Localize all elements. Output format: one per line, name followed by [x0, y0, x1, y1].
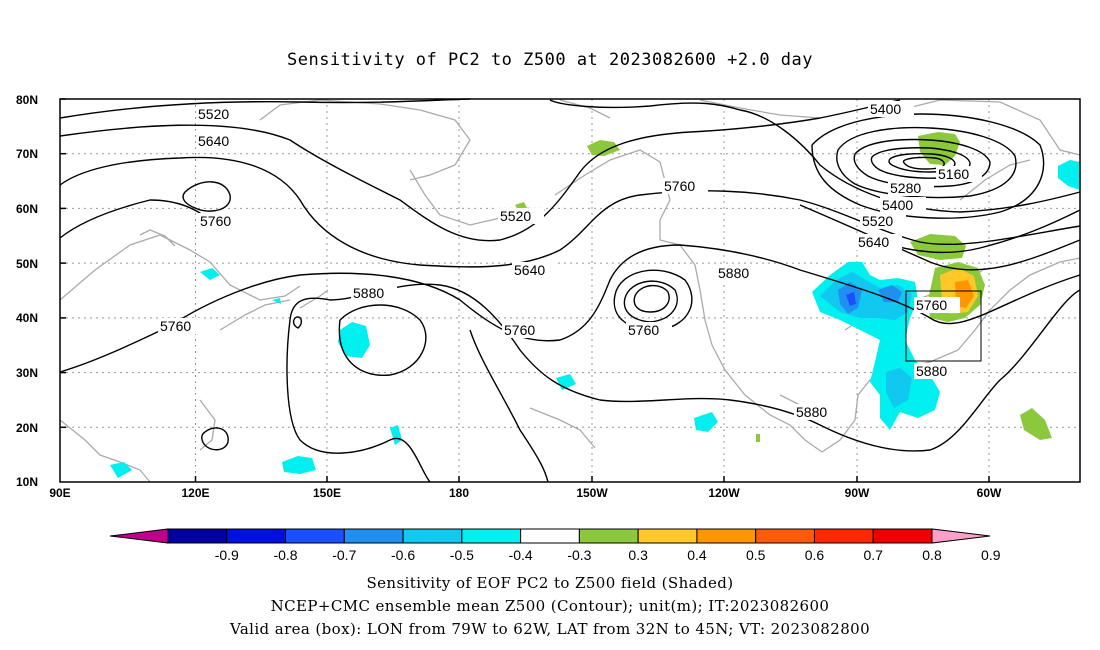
contour-label: 5520 — [500, 208, 531, 224]
colorbar-swatch — [343, 528, 404, 544]
contour-label: 5880 — [916, 363, 947, 379]
colorbar-swatch — [167, 528, 228, 544]
colorbar-swatch — [402, 528, 463, 544]
colorbar-swatch — [872, 528, 933, 544]
colorbar-label: 0.6 — [805, 547, 825, 563]
lon-label: 90E — [49, 486, 70, 500]
colorbar-swatch — [520, 528, 580, 544]
caption-line-3: Valid area (box): LON from 79W to 62W, L… — [229, 620, 871, 638]
colorbar-swatch — [461, 528, 522, 544]
contour-label: 5760 — [200, 213, 231, 229]
lat-label: 80N — [16, 93, 38, 107]
lon-label: 180 — [449, 486, 469, 500]
contour-label: 5640 — [514, 262, 545, 278]
latitude-labels: 80N 70N 60N 50N 40N 30N 20N 10N — [16, 93, 38, 489]
lon-label: 150E — [313, 486, 341, 500]
colorbar-label: 0.5 — [746, 547, 766, 563]
colorbar-swatch — [226, 528, 287, 544]
lat-label: 10N — [16, 475, 38, 489]
contour-label: 5640 — [858, 234, 889, 250]
lon-label: 150W — [576, 486, 608, 500]
lat-label: 40N — [16, 311, 38, 325]
lon-label: 60W — [977, 486, 1002, 500]
lat-label: 50N — [16, 257, 38, 271]
contour-label: 5760 — [916, 297, 947, 313]
contour-label: 5400 — [882, 197, 913, 213]
contour-label: 5880 — [796, 404, 827, 420]
contour-label: 5640 — [198, 133, 229, 149]
colorbar-label: 0.3 — [628, 547, 648, 563]
colorbar-label: -0.7 — [332, 547, 356, 563]
colorbar: -0.9 -0.8 -0.7 -0.6 -0.5 -0.4 -0.3 0.3 0.4 0.5 0.6… — [109, 528, 1001, 563]
contour-label: 5880 — [353, 285, 384, 301]
figure-title: Sensitivity of PC2 to Z500 at 2023082600… — [286, 50, 813, 70]
colorbar-swatch — [813, 528, 874, 544]
contour-label: 5280 — [890, 180, 921, 196]
axis-ticks — [60, 98, 990, 482]
lat-label: 60N — [16, 202, 38, 216]
graticule — [60, 99, 1080, 482]
colorbar-label: -0.3 — [567, 547, 591, 563]
lat-label: 70N — [16, 147, 38, 161]
lon-label: 90W — [845, 486, 870, 500]
contour-label: 5160 — [938, 166, 969, 182]
colorbar-label: -0.4 — [509, 547, 533, 563]
contour-label: 5760 — [504, 322, 535, 338]
colorbar-swatch — [285, 528, 345, 544]
contour-label: 5760 — [160, 318, 191, 334]
lon-label: 120W — [708, 486, 740, 500]
colorbar-swatch — [755, 528, 815, 544]
colorbar-label: -0.8 — [273, 547, 297, 563]
valid-area-box — [905, 290, 982, 362]
contour-label: 5520 — [862, 213, 893, 229]
lat-label: 30N — [16, 366, 38, 380]
lat-label: 20N — [16, 421, 38, 435]
colorbar-label: 0.4 — [687, 547, 707, 563]
colorbar-arrow-low — [109, 528, 169, 544]
map-frame — [59, 98, 1081, 483]
colorbar-label: 0.8 — [922, 547, 942, 563]
caption-line-2: NCEP+CMC ensemble mean Z500 (Contour); u… — [270, 597, 830, 615]
colorbar-swatch — [696, 528, 757, 544]
contour-label: 5400 — [870, 101, 901, 117]
contour-label: 5760 — [628, 322, 659, 338]
contour-label: 5760 — [664, 178, 695, 194]
colorbar-label: -0.5 — [450, 547, 474, 563]
longitude-labels: 90E 120E 150E 180 150W 120W 90W 60W — [49, 486, 1002, 500]
colorbar-swatch — [578, 528, 639, 544]
colorbar-swatch — [637, 528, 698, 544]
colorbar-label: -0.9 — [215, 547, 239, 563]
contour-label: 5520 — [198, 106, 229, 122]
contour-label: 5880 — [718, 265, 749, 281]
colorbar-label: -0.6 — [391, 547, 415, 563]
colorbar-arrow-high — [931, 528, 991, 544]
caption-line-1: Sensitivity of EOF PC2 to Z500 field (Sh… — [366, 574, 734, 592]
colorbar-label: 0.7 — [863, 547, 883, 563]
contour-labels: 5520 5640 5760 5760 5520 5640 5880 5760 … — [158, 101, 982, 420]
lon-label: 120E — [181, 486, 209, 500]
colorbar-label: 0.9 — [981, 547, 1001, 563]
